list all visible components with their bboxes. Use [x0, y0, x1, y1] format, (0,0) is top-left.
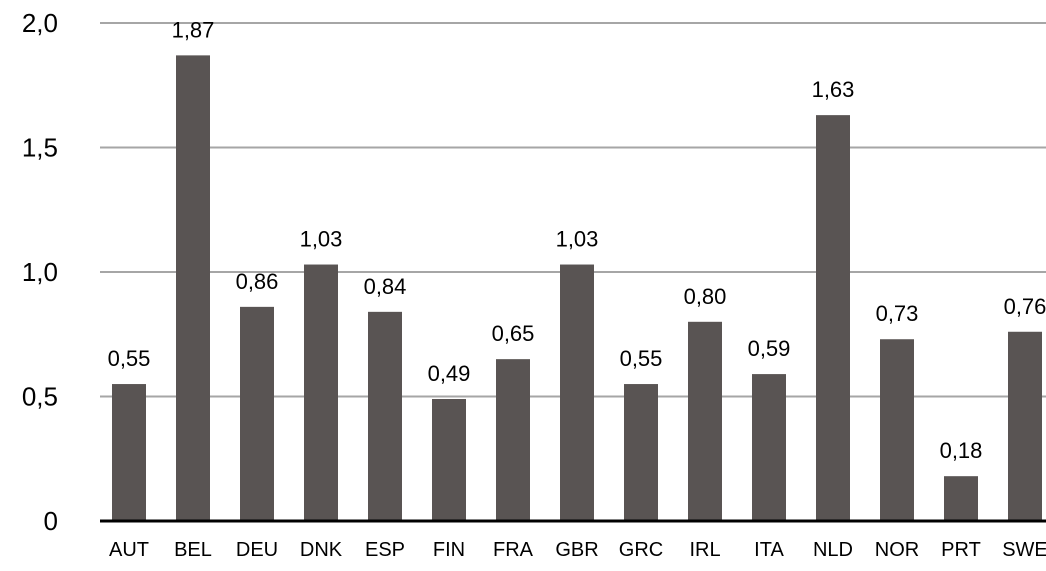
bar-esp — [368, 312, 402, 521]
data-label: 1,03 — [300, 227, 343, 252]
x-tick-label: SWE — [1002, 539, 1046, 561]
x-tick-label: PRT — [941, 539, 981, 561]
data-label: 0,73 — [876, 301, 919, 326]
bar-grc — [624, 384, 658, 521]
x-tick-label: ESP — [365, 539, 405, 561]
bar-deu — [240, 307, 274, 521]
data-label: 1,63 — [812, 77, 855, 102]
data-label: 1,03 — [556, 227, 599, 252]
x-tick-label: NOR — [875, 539, 919, 561]
bar-gbr — [560, 265, 594, 521]
x-tick-label: GRC — [619, 539, 663, 561]
x-tick-label: DEU — [236, 539, 278, 561]
y-tick-label: 1,0 — [22, 257, 58, 287]
bar-ita — [752, 374, 786, 521]
x-tick-label: NLD — [813, 539, 853, 561]
data-label: 0,49 — [428, 361, 471, 386]
x-tick-label: DNK — [300, 539, 343, 561]
data-label: 0,18 — [940, 438, 983, 463]
y-tick-labels: 0 0,5 1,0 1,5 2,0 — [22, 8, 58, 536]
bar-fra — [496, 359, 530, 521]
x-tick-labels: AUT BEL DEU DNK ESP FIN FRA GBR GRC IRL ITA NLD NOR P… — [109, 539, 1046, 561]
x-tick-label: GBR — [555, 539, 598, 561]
bar-swe — [1008, 332, 1042, 521]
data-label: 0,59 — [748, 336, 791, 361]
bar-aut — [112, 384, 146, 521]
bar-prt — [944, 476, 978, 521]
x-tick-label: AUT — [109, 539, 149, 561]
y-tick-label: 2,0 — [22, 8, 58, 38]
y-tick-label: 0,5 — [22, 382, 58, 412]
x-tick-label: IRL — [689, 539, 720, 561]
bar-nld — [816, 115, 850, 521]
data-label: 0,84 — [364, 274, 407, 299]
x-tick-label: FIN — [433, 539, 465, 561]
x-tick-label: ITA — [754, 539, 784, 561]
bar-nor — [880, 339, 914, 521]
bar-bel — [176, 55, 210, 521]
data-label: 0,86 — [236, 269, 279, 294]
data-label: 0,55 — [620, 346, 663, 371]
y-tick-label: 0 — [44, 506, 58, 536]
bar-fin — [432, 399, 466, 521]
data-label: 0,76 — [1004, 294, 1046, 319]
bar-irl — [688, 322, 722, 521]
x-tick-label: BEL — [174, 539, 212, 561]
data-label: 1,87 — [172, 17, 215, 42]
y-tick-label: 1,5 — [22, 133, 58, 163]
data-label: 0,65 — [492, 321, 535, 346]
bar-dnk — [304, 265, 338, 521]
data-label: 0,80 — [684, 284, 727, 309]
data-label: 0,55 — [108, 346, 151, 371]
x-tick-label: FRA — [493, 539, 534, 561]
